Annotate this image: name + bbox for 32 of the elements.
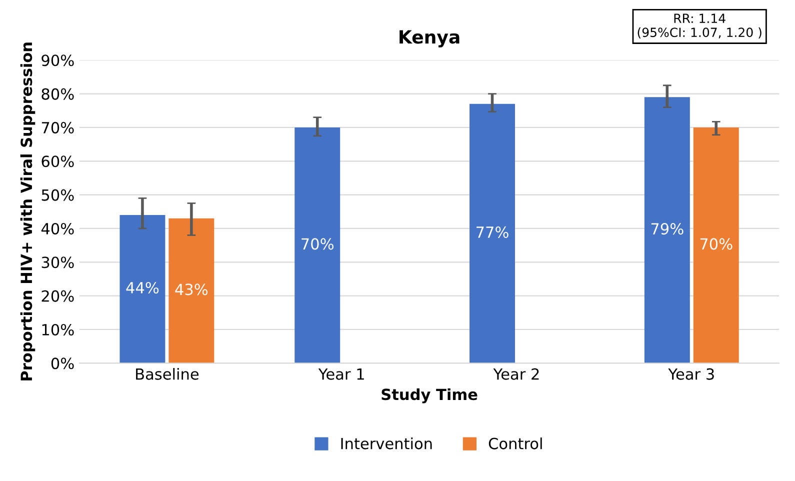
x-tick-label: Year 1 xyxy=(318,368,364,380)
x-tick-label: Year 3 xyxy=(668,368,714,380)
data-label: 77% xyxy=(476,226,508,238)
bar xyxy=(693,127,739,364)
data-label: 79% xyxy=(651,223,684,235)
data-label: 43% xyxy=(175,284,208,296)
bar xyxy=(294,127,340,364)
data-label: 44% xyxy=(126,282,159,294)
bar xyxy=(120,215,166,364)
y-tick-label: 30% xyxy=(42,256,74,268)
bar xyxy=(644,97,690,364)
x-tick-label: Baseline xyxy=(136,368,199,380)
y-tick-label: 50% xyxy=(42,189,74,201)
data-label: 70% xyxy=(302,238,334,250)
legend-label: Intervention xyxy=(341,438,432,450)
y-tick-label: 80% xyxy=(42,88,74,100)
x-axis-title: Study Time xyxy=(382,388,478,404)
text: RR: 1.14 (95%CI: 1.07, 1.20 ) xyxy=(638,14,762,39)
bar xyxy=(470,104,515,364)
legend-label: Control xyxy=(488,438,542,450)
y-tick-label: 70% xyxy=(42,122,74,134)
chart-title: Kenya xyxy=(400,30,460,48)
x-tick-label: Year 2 xyxy=(493,368,539,380)
y-tick-label: 0% xyxy=(51,358,74,370)
y-tick-label: 60% xyxy=(42,156,74,168)
data-label: 70% xyxy=(700,238,732,250)
y-axis-title: Proportion HIV+ with Viral Suppression xyxy=(20,42,36,380)
bar xyxy=(168,218,214,364)
y-tick-label: 20% xyxy=(42,290,74,302)
y-tick-label: 10% xyxy=(42,324,74,336)
y-tick-label: 40% xyxy=(41,222,74,234)
y-tick-label: 90% xyxy=(42,54,74,66)
